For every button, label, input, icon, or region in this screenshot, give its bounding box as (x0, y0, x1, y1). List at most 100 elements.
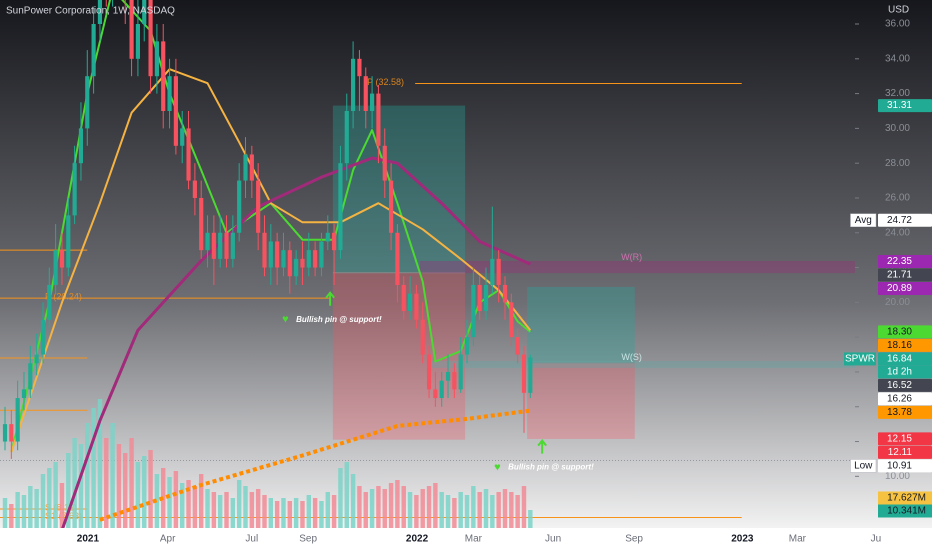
price-badge-label: 16.26 (887, 394, 912, 405)
price-axis: 36.0034.0032.0030.0028.0026.0024.0022.00… (844, 19, 932, 518)
candle-body (78, 128, 84, 164)
volume-bar (262, 495, 267, 528)
volume-bar (395, 480, 400, 528)
tag-label: Low (854, 461, 873, 472)
candle-body (129, 0, 134, 59)
candle-body (287, 250, 292, 277)
price-badge-label: 18.30 (887, 327, 912, 338)
candle-body (275, 241, 280, 268)
volume-bar (376, 486, 381, 528)
zone-label: W(S) (621, 352, 642, 362)
candle-body (173, 76, 178, 146)
price-badge-label: 18.16 (887, 340, 912, 351)
volume-bar (300, 501, 305, 528)
volume-bar (528, 510, 533, 528)
x-tick-label: Jul (245, 534, 258, 545)
price-badge (878, 459, 932, 473)
volume-bar (445, 495, 451, 528)
candle-body (338, 163, 343, 251)
price-badge-label: 12.11 (888, 447, 913, 458)
candle-body (477, 284, 482, 312)
price-badge (878, 378, 932, 392)
y-tick-label: 30.00 (885, 123, 910, 134)
volume-bar (274, 501, 280, 528)
candle-body (515, 337, 520, 355)
volume-bar (243, 486, 248, 528)
volume-bar (135, 462, 141, 528)
candle-body (445, 371, 451, 381)
volume-bar (458, 492, 463, 528)
x-tick-label: Jun (545, 534, 561, 545)
volume-bar (192, 486, 198, 528)
volume-bar (471, 486, 476, 528)
volume-bar (78, 444, 84, 528)
candle-body (34, 354, 39, 364)
price-badge-label: 24.72 (887, 215, 912, 226)
candle-body (148, 0, 153, 77)
candle-body (211, 232, 216, 259)
chart-title: SunPower Corporation, 1W, NASDAQ (6, 6, 175, 17)
stop-zone (332, 272, 466, 440)
volume-bar (91, 408, 96, 528)
price-badge (878, 432, 932, 446)
volume-bar (53, 462, 58, 528)
candle-body (306, 250, 311, 268)
volume-bar (72, 438, 77, 528)
candle-body (521, 354, 527, 393)
volume-bar (521, 486, 527, 528)
candle-body (249, 154, 254, 181)
tag-badge (850, 213, 877, 227)
volume-bar (496, 492, 501, 528)
price-badge (878, 213, 932, 227)
note-label: 1d 2h (887, 367, 912, 378)
level-label: P (32.58) (367, 77, 404, 87)
volume-bar (116, 444, 122, 528)
volume-bar (312, 498, 318, 528)
candle-body (53, 250, 58, 285)
volume-bar (173, 471, 179, 528)
volume-bar (34, 489, 39, 528)
price-badge-label: 16.52 (887, 380, 912, 391)
volume-bar (325, 492, 330, 528)
volume-bar (452, 498, 457, 528)
candle-body (325, 232, 330, 242)
candle-body (426, 354, 432, 390)
x-tick-label: Ju (871, 534, 882, 545)
price-badge-label: 21.71 (887, 270, 912, 281)
candle-body (40, 319, 46, 355)
candle-body (268, 241, 273, 268)
price-badge-label: 10.91 (887, 461, 912, 472)
volume-bar (515, 495, 520, 528)
volume-bar (287, 501, 293, 528)
volume-bar (363, 492, 368, 528)
candle-body (9, 424, 14, 442)
volume-bar (357, 486, 362, 528)
price-badge (878, 392, 932, 406)
volume-bar (293, 498, 299, 528)
price-badge-label: 20.89 (887, 283, 912, 294)
candle-body (186, 128, 191, 181)
candle-body (433, 389, 438, 399)
candle-body (135, 24, 140, 59)
candle-body (483, 284, 489, 312)
volume-bar (490, 495, 495, 528)
volume-bar (255, 489, 261, 528)
volume-bar (382, 489, 387, 528)
volume-bar (230, 498, 236, 528)
candle-body (262, 232, 267, 268)
volume-bar (420, 489, 425, 528)
candle-body (59, 250, 65, 268)
candle-body (401, 284, 406, 312)
currency: USD (888, 5, 909, 16)
annotation: Bullish pin @ support! (508, 463, 594, 472)
volume-bar (331, 495, 337, 528)
target-zone (527, 286, 635, 363)
price-badge (878, 405, 932, 419)
volume-bar (21, 495, 27, 528)
x-tick-label: Apr (160, 534, 176, 545)
candle-body (490, 258, 495, 285)
stop-zone (527, 362, 635, 439)
x-tick-label: Sep (625, 534, 643, 545)
candle-body (439, 380, 444, 399)
